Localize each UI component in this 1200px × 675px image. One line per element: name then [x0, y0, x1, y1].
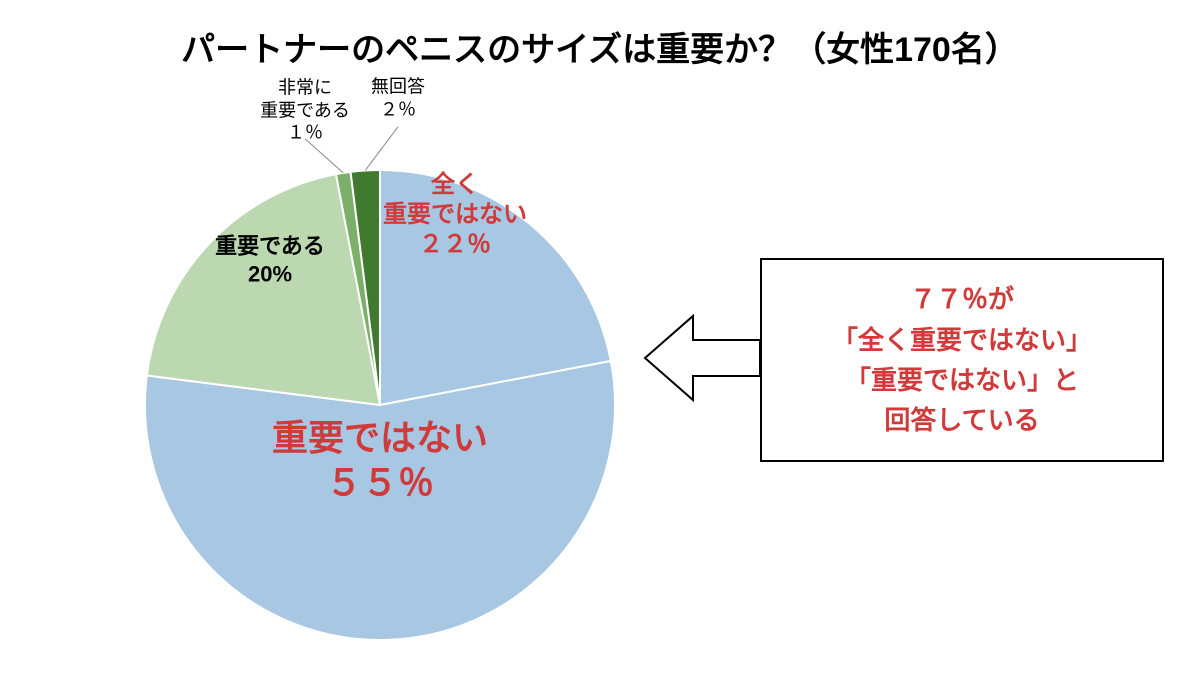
arrow-left-icon: [645, 316, 760, 400]
callout-box: ７７％が「全く重要ではない」「重要ではない」と回答している: [760, 258, 1164, 462]
callout-text: ７７％が「全く重要ではない」「重要ではない」と回答している: [832, 279, 1092, 440]
chart-stage: パートナーのペニスのサイズは重要か？（女性170名） 全く重要ではない２２％ 重…: [0, 0, 1200, 675]
